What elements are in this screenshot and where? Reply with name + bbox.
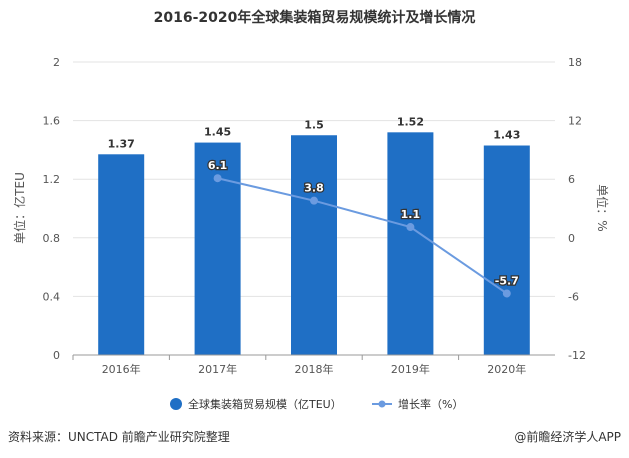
growth-label: 3.8 — [304, 182, 324, 195]
growth-point — [310, 196, 318, 205]
legend-bar-label: 全球集装箱贸易规模（亿TEU） — [188, 397, 342, 411]
growth-label: 6.1 — [208, 159, 228, 172]
x-tick-label: 2018年 — [295, 362, 334, 376]
y-axis-label: 单位：亿TEU — [12, 172, 27, 244]
growth-point — [502, 289, 511, 298]
bar-label: 1.52 — [397, 115, 424, 128]
bar-label: 1.5 — [304, 118, 324, 131]
y2-tick-label: 0 — [568, 232, 575, 245]
growth-point — [213, 174, 222, 183]
credit: @前瞻经济学人APP — [514, 430, 621, 444]
y-tick-label: 0 — [53, 349, 60, 362]
bar — [291, 135, 337, 355]
y2-axis-label: 单位：% — [595, 184, 610, 231]
x-tick-label: 2016年 — [102, 362, 141, 376]
y-tick-label: 1.2 — [43, 173, 61, 186]
growth-line — [217, 177, 508, 295]
growth-label: 1.1 — [401, 208, 421, 221]
x-tick-label: 2019年 — [391, 362, 430, 376]
legend-line-label: 增长率（%） — [398, 397, 463, 411]
x-tick-label: 2017年 — [198, 362, 237, 376]
y2-tick-label: -6 — [568, 290, 579, 303]
footer: 资料来源：UNCTAD 前瞻产业研究院整理 @前瞻经济学人APP — [0, 420, 629, 458]
bar — [387, 132, 434, 355]
bar-label: 1.45 — [204, 126, 231, 139]
legend-line-dot — [378, 400, 386, 408]
y2-tick-label: 18 — [568, 56, 582, 69]
source-note: 资料来源：UNCTAD 前瞻产业研究院整理 — [8, 430, 230, 444]
y2-tick-label: 12 — [568, 115, 582, 128]
bar — [98, 154, 145, 355]
y-tick-label: 1.6 — [43, 115, 61, 128]
y-tick-label: 2 — [53, 56, 60, 69]
y2-tick-label: 6 — [568, 173, 575, 186]
chart-title: 2016-2020年全球集装箱贸易规模统计及增长情况 — [153, 10, 476, 26]
y2-tick-label: -12 — [568, 349, 586, 362]
bar-label: 1.37 — [108, 137, 135, 150]
chart: 0 0.4 0.8 1.2 1.6 2 -12 -6 0 6 12 18 单位：亿TEU 单位：% 2016… — [12, 56, 610, 411]
growth-point — [406, 223, 415, 232]
legend-bar-marker — [170, 398, 182, 410]
growth-label: -5.7 — [495, 274, 519, 287]
y-tick-label: 0.8 — [43, 232, 61, 245]
x-tick-label: 2020年 — [487, 362, 526, 376]
bar — [483, 145, 530, 355]
y-tick-label: 0.4 — [43, 290, 61, 303]
bar-label: 1.43 — [493, 129, 520, 142]
